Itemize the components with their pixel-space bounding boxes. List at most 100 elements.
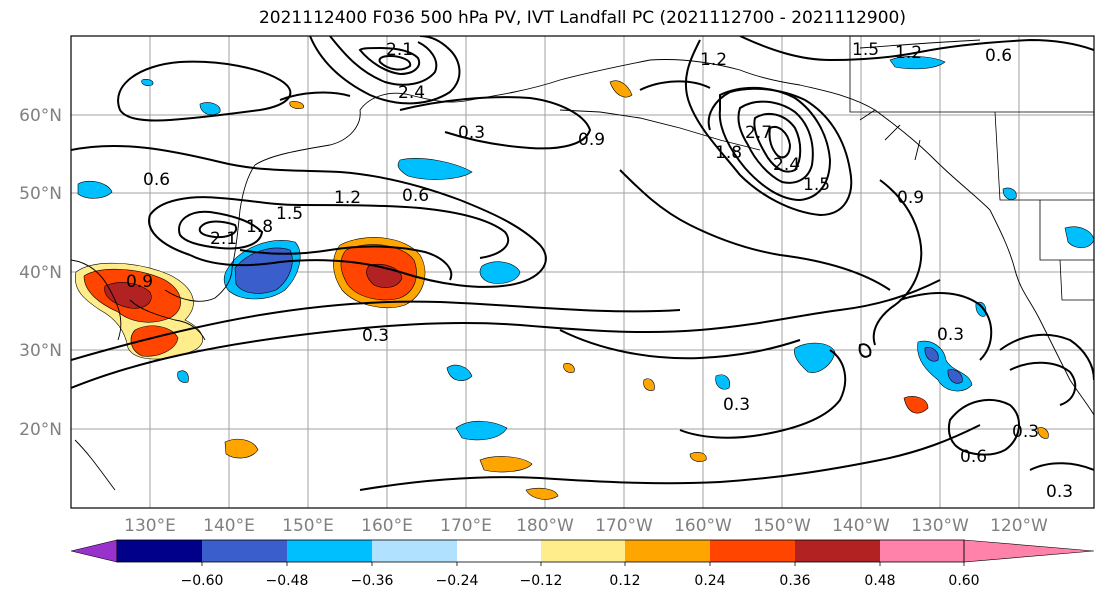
- longitude-label: 130°W: [911, 516, 969, 536]
- negative-anomaly-small: [455, 420, 508, 441]
- colorbar-tick-label: −0.24: [436, 573, 479, 589]
- negative-anomaly-small: [141, 79, 154, 86]
- latitude-label: 50°N: [19, 184, 62, 204]
- colorbar-segment: [795, 540, 880, 562]
- colorbar-tick-label: 0.24: [694, 573, 725, 589]
- negative-anomaly-small: [975, 301, 987, 317]
- colorbar-tick-label: −0.48: [266, 573, 309, 589]
- negative-anomaly-small: [715, 374, 730, 390]
- longitude-label: 130°E: [124, 516, 176, 536]
- longitude-label: 160°E: [361, 516, 413, 536]
- colorbar-tick-label: 0.60: [948, 573, 979, 589]
- colorbar-extend-low: [70, 539, 118, 563]
- positive-anomaly-small: [1037, 427, 1049, 439]
- positive-anomaly-small: [643, 378, 655, 391]
- longitude-label: 120°W: [990, 516, 1048, 536]
- colorbar-segment: [625, 540, 710, 562]
- contour-label: 0.3: [937, 325, 964, 345]
- latitude-label: 60°N: [19, 106, 62, 126]
- negative-anomaly-small: [446, 364, 473, 381]
- positive-anomaly-small: [689, 452, 707, 462]
- longitude-label: 170°W: [595, 516, 653, 536]
- colorbar-segment: [117, 540, 202, 562]
- longitude-label: 150°W: [753, 516, 811, 536]
- contour-label: 0.3: [1012, 422, 1039, 442]
- negative-anomaly-kuril-core: [234, 247, 293, 294]
- contour-label: 1.8: [715, 143, 742, 163]
- positive-anomaly-japan-peak: [104, 282, 152, 309]
- contour-label: 0.6: [143, 170, 170, 190]
- positive-anomaly-small: [609, 80, 633, 98]
- positive-anomaly-small: [289, 101, 304, 109]
- longitude-label: 160°W: [674, 516, 732, 536]
- contour-label: 2.7: [745, 123, 772, 143]
- negative-anomaly-small: [199, 102, 221, 116]
- borders: [849, 36, 1094, 301]
- contour-label: 2.4: [398, 83, 425, 103]
- negative-anomaly-bc: [1064, 226, 1094, 249]
- latitude-label: 20°N: [19, 420, 62, 440]
- positive-anomaly-small: [224, 438, 259, 459]
- contour-labels: 0.3 0.3 0.3 0.3 0.3 0.3 0.6 0.6 0.6 0.6 …: [126, 40, 1073, 502]
- contour-label: 1.2: [700, 50, 727, 70]
- colorbar-outline: [116, 539, 965, 563]
- longitude-label: 180°W: [516, 516, 574, 536]
- negative-anomaly-small: [177, 370, 189, 383]
- colorbar-segment: [372, 540, 457, 562]
- negative-anomaly-alaska: [889, 56, 946, 70]
- contour-label: 1.5: [852, 40, 879, 60]
- contour-label: 2.4: [773, 155, 800, 175]
- negative-anomaly-north: [397, 158, 473, 180]
- contour-label: 0.6: [402, 186, 429, 206]
- longitude-label: 150°E: [282, 516, 334, 536]
- contour-label: 1.8: [246, 217, 273, 237]
- latitude-label: 30°N: [19, 341, 62, 361]
- negative-anomaly-ne-pac: [794, 342, 836, 373]
- negative-anomaly-small: [77, 180, 113, 199]
- map-frame: [70, 35, 1095, 509]
- colorbar-tick-label: −0.36: [351, 573, 394, 589]
- contour-label: 1.5: [803, 175, 830, 195]
- negative-anomaly-east: [479, 261, 521, 284]
- pv-contours: [71, 36, 1094, 491]
- positive-anomaly-small: [525, 487, 559, 500]
- map-title: 2021112400 F036 500 hPa PV, IVT Landfall…: [258, 8, 906, 28]
- longitude-labels: 130°E 140°E 150°E 160°E 170°E 180°W 170°…: [124, 516, 1048, 536]
- longitude-label: 170°E: [440, 516, 492, 536]
- colorbar-segment: [880, 540, 964, 562]
- contour-label: 0.6: [960, 447, 987, 467]
- positive-anomaly-small: [903, 396, 929, 414]
- graticule: [71, 36, 1094, 508]
- negative-anomaly-ne-pac-core: [924, 347, 939, 362]
- colorbar-tick-label: −0.12: [520, 573, 563, 589]
- contour-label: 0.3: [458, 123, 485, 143]
- contour-label: 0.3: [723, 395, 750, 415]
- contour-label: 0.3: [362, 326, 389, 346]
- longitude-label: 140°W: [832, 516, 890, 536]
- contour-label: 1.2: [895, 43, 922, 63]
- colorbar-tick-label: 0.36: [779, 573, 810, 589]
- contour-label: 0.6: [985, 46, 1012, 66]
- colorbar: −0.60 −0.48 −0.36 −0.24 −0.12 0.12 0.24 …: [70, 539, 1095, 589]
- colorbar-segment: [710, 540, 795, 562]
- ivt-pc-fills: [74, 56, 1094, 500]
- contour-label: 2.1: [210, 229, 237, 249]
- colorbar-extend-high: [963, 539, 1095, 563]
- latitude-labels: 60°N 50°N 40°N 30°N 20°N: [19, 106, 62, 440]
- colorbar-segment: [541, 540, 625, 562]
- colorbar-segment: [287, 540, 372, 562]
- contour-label: 1.5: [276, 204, 303, 224]
- contour-label: 0.9: [578, 130, 605, 150]
- contour-label: 1.2: [334, 188, 361, 208]
- contour-label: 0.3: [1046, 482, 1073, 502]
- longitude-label: 140°E: [203, 516, 255, 536]
- positive-anomaly-small: [479, 456, 533, 473]
- contour-label: 0.9: [897, 188, 924, 208]
- latitude-label: 40°N: [19, 263, 62, 283]
- positive-anomaly-small: [563, 363, 575, 373]
- colorbar-segment: [202, 540, 287, 562]
- colorbar-tick-label: −0.60: [181, 573, 224, 589]
- contour-label: 2.1: [386, 40, 413, 60]
- colorbar-segment: [457, 540, 541, 562]
